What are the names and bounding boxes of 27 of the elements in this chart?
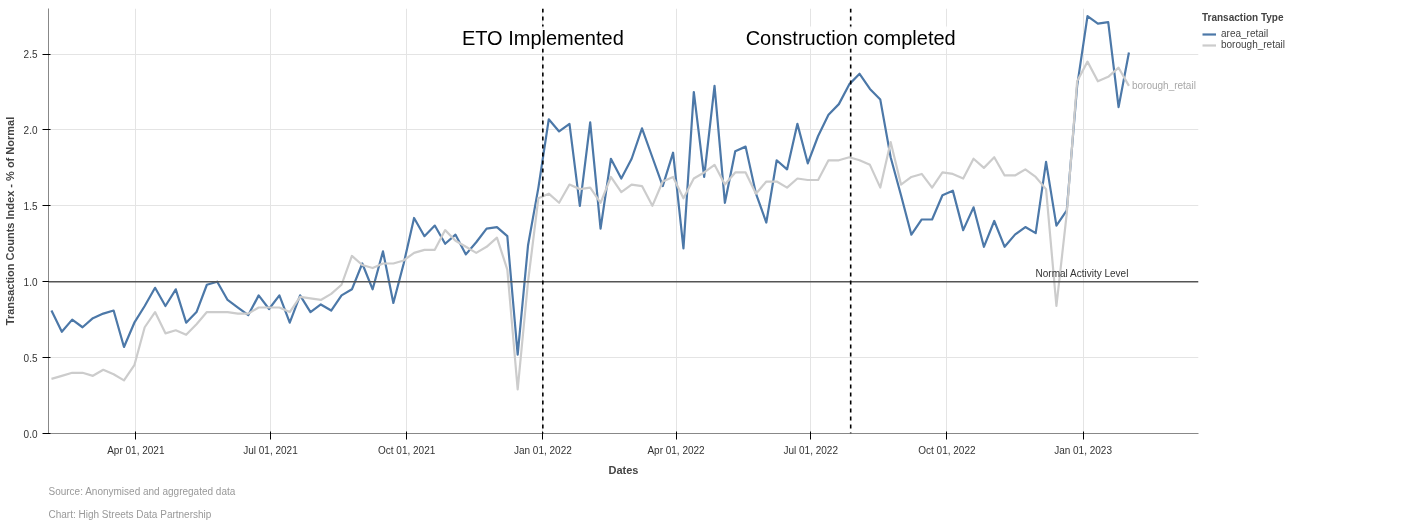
annotation: borough_retail <box>1131 80 1196 92</box>
y-tick-label: 0.0 <box>23 428 38 440</box>
legend-label: borough_retail <box>1221 39 1285 50</box>
x-tick-label: Jan 01, 2022 <box>513 444 573 456</box>
x-tick-label: Jan 01, 2023 <box>1054 444 1113 456</box>
x-axis-title: Dates <box>608 463 639 476</box>
x-tick-label: Oct 01, 2021 <box>378 444 436 456</box>
ref-line-label: Construction completed <box>745 26 956 49</box>
source-note: Source: Anonymised and aggregated data <box>48 485 236 497</box>
legend-label: area_retail <box>1221 28 1269 39</box>
y-tick-label: 2.0 <box>23 124 38 136</box>
line-series <box>50 60 1131 391</box>
y-tick-label: 2.5 <box>23 49 38 61</box>
text: Chart: High Streets Data Partnership <box>48 508 212 520</box>
legend-title: Transaction Type <box>1202 12 1285 23</box>
x-tick-label: Oct 01, 2022 <box>918 444 976 456</box>
y-tick-label: 1.0 <box>23 276 38 288</box>
x-tick-label: Jul 01, 2021 <box>243 444 299 456</box>
y-axis-title: Transaction Counts Index - % of Normal <box>3 116 16 326</box>
y-tick-label: 0.5 <box>23 352 38 364</box>
x-tick-label: Jul 01, 2022 <box>783 444 839 456</box>
line-series <box>50 14 1131 356</box>
x-tick-label: Apr 01, 2021 <box>107 444 165 456</box>
x-tick-label: Apr 01, 2022 <box>647 444 706 456</box>
ref-line-label: ETO Implemented <box>461 26 624 49</box>
ref-line-label: Normal Activity Level <box>1035 267 1129 279</box>
y-tick-label: 1.5 <box>23 200 38 212</box>
